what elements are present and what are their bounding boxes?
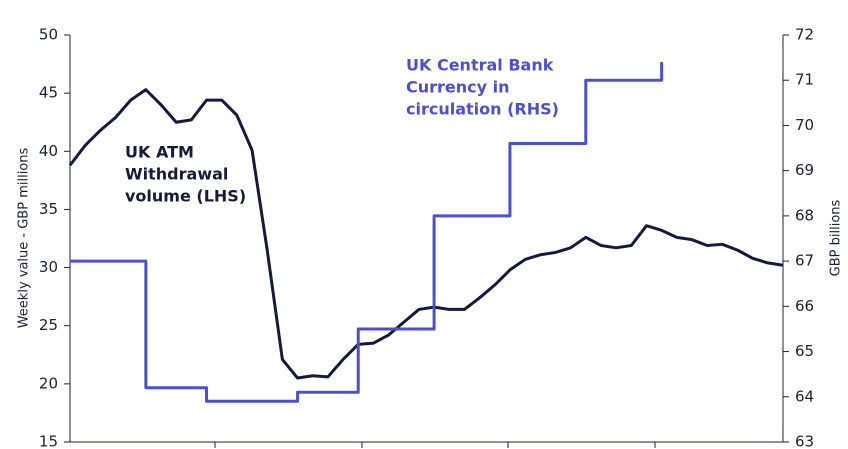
series-annotation: UK Central Bank xyxy=(406,56,554,75)
y-tick-label: 40 xyxy=(39,142,58,160)
y-tick-label: 35 xyxy=(39,200,58,218)
y-tick-label: 20 xyxy=(39,374,58,392)
y2-tick-label: 65 xyxy=(795,342,814,360)
y-tick-label: 30 xyxy=(39,258,58,276)
y-tick-label: 50 xyxy=(39,26,58,44)
y2-tick-label: 66 xyxy=(795,297,814,315)
y2-tick-label: 63 xyxy=(795,433,814,449)
series-annotation: Withdrawal xyxy=(125,165,228,184)
series-annotation: circulation (RHS) xyxy=(406,100,559,119)
y2-tick-label: 64 xyxy=(795,387,814,405)
y2-axis-title: GBP billions xyxy=(829,199,844,276)
series-annotation: volume (LHS) xyxy=(125,187,246,206)
series-line xyxy=(70,62,664,403)
y2-tick-label: 67 xyxy=(795,252,814,270)
y-tick-label: 45 xyxy=(39,84,58,102)
series-annotation: Currency in xyxy=(406,78,510,97)
y-tick-label: 25 xyxy=(39,316,58,334)
series-line xyxy=(68,88,784,380)
y-tick-label: 15 xyxy=(39,433,58,449)
y2-tick-label: 72 xyxy=(795,26,814,44)
y2-tick-label: 68 xyxy=(795,206,814,224)
x-tick-marks xyxy=(214,442,656,448)
y2-tick-label: 71 xyxy=(795,71,814,89)
series-annotation: UK ATM xyxy=(125,143,194,162)
y-axis-title: Weekly value - GBP millions xyxy=(17,147,32,328)
y2-tick-label: 69 xyxy=(795,161,814,179)
y2-tick-label: 70 xyxy=(795,116,814,134)
